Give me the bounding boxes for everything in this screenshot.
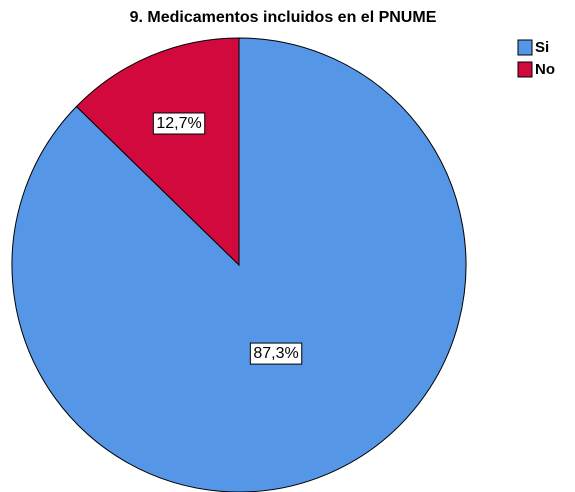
data-label-box xyxy=(249,342,303,365)
legend-swatch xyxy=(517,39,533,56)
data-label: 12,7% xyxy=(152,112,206,135)
data-label-text: 12,7% xyxy=(156,115,201,132)
legend-text: No xyxy=(535,61,555,78)
legend-text: Si xyxy=(535,39,549,56)
legend-swatch xyxy=(517,61,533,78)
data-label: 87,3% xyxy=(249,342,303,365)
data-label-text: 87,3% xyxy=(253,345,298,362)
pie-slice xyxy=(75,37,240,267)
data-label-box xyxy=(152,112,206,135)
chart-title: 9. Medicamentos incluidos en el PNUME xyxy=(130,9,437,26)
